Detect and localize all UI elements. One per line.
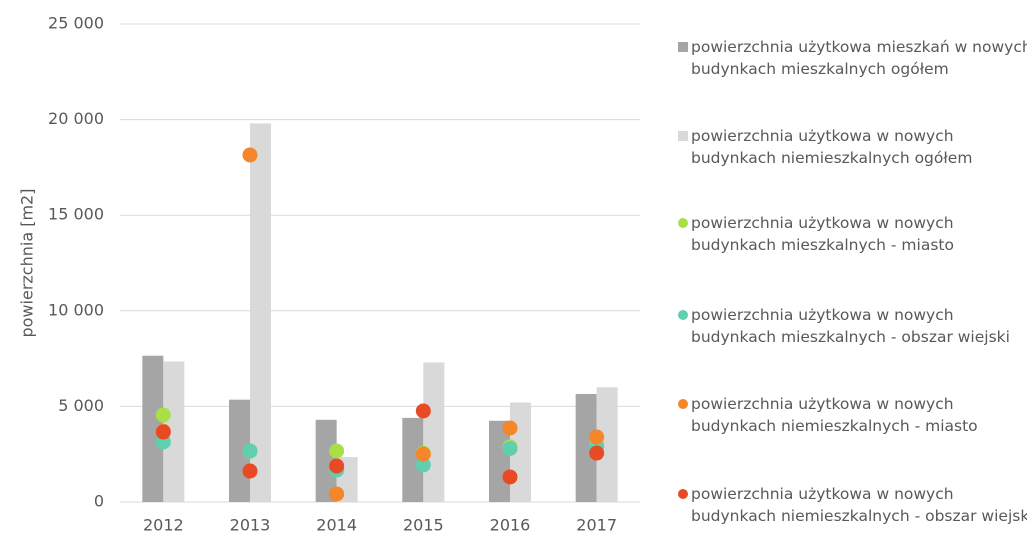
- legend-marker: [678, 218, 688, 228]
- bar: [142, 355, 164, 502]
- dot: [415, 403, 431, 419]
- dot: [155, 407, 171, 423]
- x-tick-label: 2016: [490, 516, 531, 535]
- y-tick-label: 0: [94, 492, 104, 511]
- dot: [415, 446, 431, 462]
- legend-label: powierzchnia użytkowa mieszkań w nowych …: [691, 38, 1027, 78]
- dot: [502, 420, 518, 436]
- legend-label: powierzchnia użytkowa w nowych budynkach…: [691, 214, 954, 254]
- legend-label: powierzchnia użytkowa w nowych budynkach…: [691, 395, 978, 435]
- legend-label: powierzchnia użytkowa w nowych budynkach…: [691, 485, 1027, 525]
- dot: [502, 440, 518, 456]
- y-axis-label: powierzchnia [m2]: [18, 189, 37, 338]
- legend-item: powierzchnia użytkowa w nowych budynkach…: [678, 393, 1027, 437]
- legend-label: powierzchnia użytkowa w nowych budynkach…: [691, 306, 1010, 346]
- bar: [596, 387, 618, 502]
- dot: [329, 443, 345, 459]
- y-tick-label: 20 000: [48, 109, 104, 128]
- dot: [589, 445, 605, 461]
- dot: [329, 486, 345, 502]
- bar: [402, 417, 424, 502]
- dot: [502, 469, 518, 485]
- x-tick-label: 2012: [143, 516, 184, 535]
- legend-item: powierzchnia użytkowa mieszkań w nowych …: [678, 36, 1027, 80]
- legend-marker: [678, 399, 688, 409]
- legend-label: powierzchnia użytkowa w nowych budynkach…: [691, 127, 973, 167]
- dot: [589, 429, 605, 445]
- x-tick-label: 2013: [230, 516, 271, 535]
- bar: [315, 419, 337, 502]
- dot: [242, 147, 258, 163]
- y-tick-label: 25 000: [48, 14, 104, 33]
- legend-item: powierzchnia użytkowa w nowych budynkach…: [678, 483, 1027, 527]
- dot: [155, 424, 171, 440]
- dot: [415, 457, 431, 473]
- legend-marker: [678, 489, 688, 499]
- bar: [163, 361, 185, 502]
- legend-item: powierzchnia użytkowa w nowych budynkach…: [678, 125, 1027, 169]
- bar: [229, 399, 250, 502]
- bar: [423, 362, 445, 502]
- dot: [329, 458, 345, 474]
- dot: [242, 463, 258, 479]
- x-tick-label: 2015: [403, 516, 444, 535]
- y-tick-label: 5 000: [58, 396, 104, 415]
- x-tick-label: 2014: [316, 516, 357, 535]
- y-tick-label: 15 000: [48, 205, 104, 224]
- legend-marker: [678, 310, 688, 320]
- x-tick-label: 2017: [576, 516, 617, 535]
- bar: [250, 123, 271, 502]
- bar: [575, 393, 597, 502]
- legend-marker: [678, 131, 688, 141]
- y-tick-label: 10 000: [48, 300, 104, 319]
- legend-item: powierzchnia użytkowa w nowych budynkach…: [678, 212, 1027, 256]
- legend-item: powierzchnia użytkowa w nowych budynkach…: [678, 304, 1027, 348]
- dot: [242, 443, 258, 459]
- legend-marker: [678, 42, 688, 52]
